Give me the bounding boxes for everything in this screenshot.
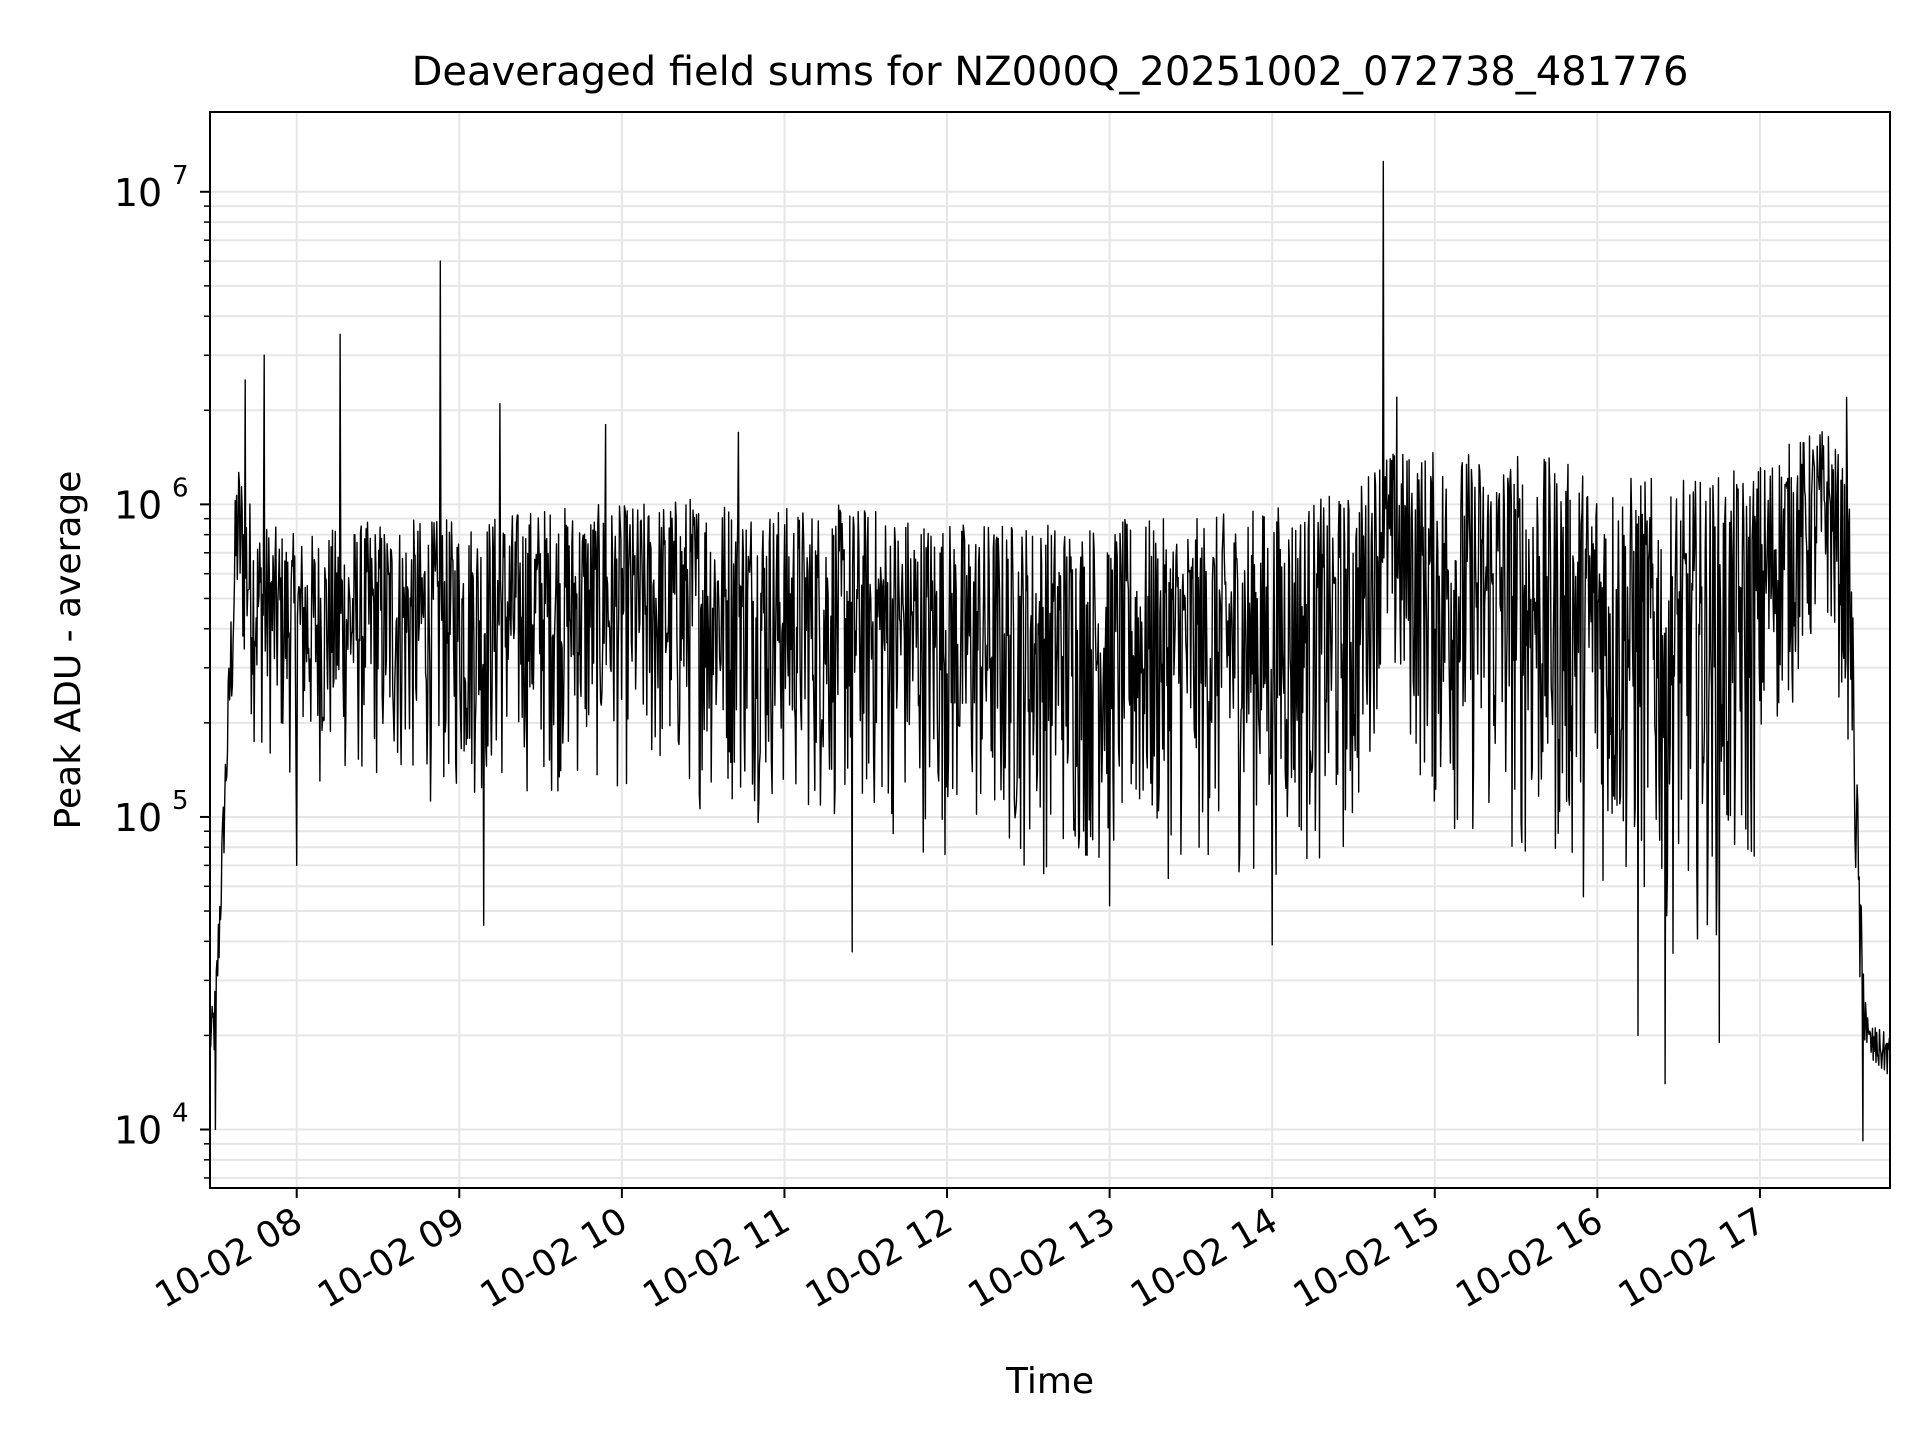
series-path (209, 160, 1891, 1142)
x-tick-label: 10-02 17 (1612, 1200, 1773, 1316)
x-tick-label: 10-02 16 (1449, 1200, 1610, 1316)
y-tick-label: 10 (114, 796, 162, 840)
y-tick-exponent: 7 (172, 161, 189, 191)
y-tick-exponent: 6 (172, 473, 189, 503)
x-axis: 10-02 08 10-02 09 10-02 10 10-02 11 10-02 12… (149, 1188, 1773, 1317)
y-axis-label: Peak ADU - average (48, 471, 89, 830)
y-tick-label: 10 (114, 171, 162, 215)
x-axis-label: Time (1005, 1361, 1094, 1402)
x-tick-label: 10-02 13 (961, 1200, 1122, 1316)
y-tick-exponent: 4 (172, 1099, 189, 1129)
y-tick-label: 10 (114, 1109, 162, 1153)
series-line (209, 160, 1891, 1142)
x-tick-label: 10-02 11 (636, 1200, 797, 1316)
x-tick-label: 10-02 12 (799, 1200, 960, 1316)
chart-title: Deaveraged field sums for NZ000Q_2025100… (412, 49, 1689, 95)
x-tick-label: 10-02 15 (1287, 1200, 1448, 1316)
y-tick-label: 10 (114, 483, 162, 527)
x-tick-label: 10-02 08 (149, 1200, 310, 1316)
plot-area-frame (209, 111, 1891, 1189)
x-tick-label: 10-02 10 (474, 1200, 635, 1316)
x-tick-label: 10-02 09 (311, 1200, 472, 1316)
x-tick-label: 10-02 14 (1124, 1200, 1285, 1316)
y-axis: 10 4 10 5 10 6 10 7 (114, 161, 210, 1179)
y-tick-exponent: 5 (172, 786, 189, 816)
